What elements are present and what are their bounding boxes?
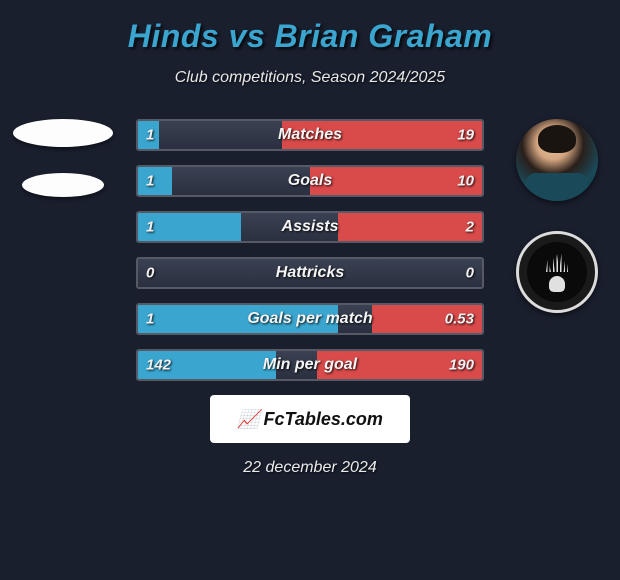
left-player-photo-placeholder	[13, 119, 113, 147]
bar-left-value: 142	[146, 357, 171, 374]
bar-right-value: 19	[457, 127, 474, 144]
bar-right-value: 0	[466, 265, 474, 282]
stat-bar-mpg: 142 Min per goal 190	[136, 349, 484, 381]
bar-right-value: 0.53	[445, 311, 474, 328]
brand-text: FcTables.com	[264, 409, 383, 430]
right-player-photo	[516, 119, 598, 201]
bar-label: Hattricks	[276, 264, 344, 282]
bar-right-fill	[338, 213, 482, 241]
bar-label: Goals	[288, 172, 332, 190]
bar-left-value: 1	[146, 311, 154, 328]
page-title: Hinds vs Brian Graham	[0, 18, 620, 55]
bar-label: Min per goal	[263, 356, 357, 374]
bar-right-value: 190	[449, 357, 474, 374]
date-label: 22 december 2024	[0, 459, 620, 477]
bar-right-fill	[310, 167, 482, 195]
right-player-column	[502, 119, 612, 313]
bar-label: Matches	[278, 126, 342, 144]
stat-bar-matches: 1 Matches 19	[136, 119, 484, 151]
bar-left-value: 1	[146, 173, 154, 190]
bar-left-value: 1	[146, 219, 154, 236]
stat-bar-hattricks: 0 Hattricks 0	[136, 257, 484, 289]
bar-label: Assists	[282, 218, 339, 236]
bar-right-value: 10	[457, 173, 474, 190]
subtitle: Club competitions, Season 2024/2025	[0, 69, 620, 87]
left-player-column	[8, 119, 118, 197]
chart-icon: 📈	[237, 409, 259, 430]
bar-right-value: 2	[466, 219, 474, 236]
left-club-badge-placeholder	[22, 173, 104, 197]
bar-left-value: 1	[146, 127, 154, 144]
bar-left-value: 0	[146, 265, 154, 282]
stat-bar-gpm: 1 Goals per match 0.53	[136, 303, 484, 335]
thistle-icon	[542, 252, 572, 292]
stat-bar-assists: 1 Assists 2	[136, 211, 484, 243]
bar-left-fill	[138, 167, 172, 195]
brand-box[interactable]: 📈 FcTables.com	[210, 395, 410, 443]
right-club-badge	[516, 231, 598, 313]
bar-label: Goals per match	[247, 310, 372, 328]
bar-mid	[159, 121, 283, 149]
comparison-panel: 1 Matches 19 1 Goals 10 1 Assists 2	[0, 119, 620, 477]
stat-bar-goals: 1 Goals 10	[136, 165, 484, 197]
stat-bars: 1 Matches 19 1 Goals 10 1 Assists 2	[136, 119, 484, 381]
